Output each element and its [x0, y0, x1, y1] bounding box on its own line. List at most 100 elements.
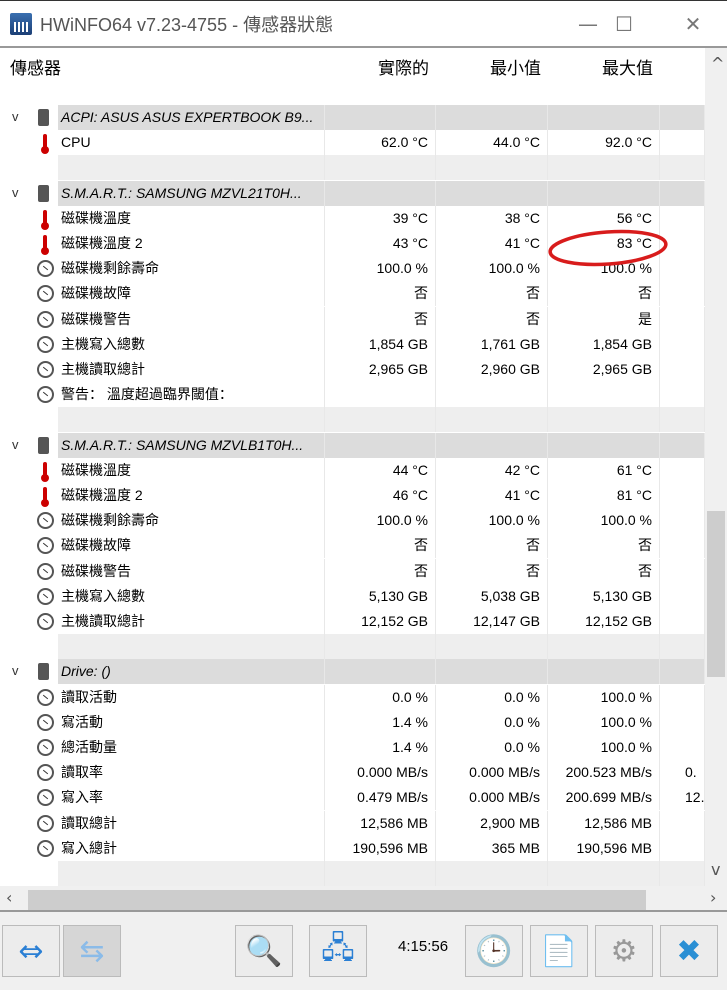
sensor-row[interactable]: 磁碟機故障否否否: [0, 281, 705, 307]
min-value: 否: [436, 281, 548, 307]
max-value: [548, 155, 660, 181]
min-value: 2,960 GB: [436, 357, 548, 382]
min-value: 0.000 MB/s: [436, 785, 548, 811]
sensor-group-row[interactable]: v Drive: (): [0, 659, 705, 685]
gauge-icon: [37, 739, 54, 756]
scroll-down-icon[interactable]: v: [711, 860, 721, 879]
sensor-row[interactable]: 磁碟機溫度 44 °C 42 °C 61 °C: [0, 457, 705, 483]
sensor-label: 磁碟機故障: [58, 533, 325, 559]
max-value: 61 °C: [548, 457, 660, 483]
sensor-row[interactable]: 磁碟機故障否否否: [0, 533, 705, 559]
average-value: [660, 634, 705, 660]
reset-timer-button[interactable]: 🕒: [465, 925, 523, 977]
horizontal-scroll-thumb[interactable]: [28, 890, 646, 910]
network-button[interactable]: 🖧: [309, 925, 367, 977]
sensor-label: 讀取活動: [58, 684, 325, 710]
spacer-row: [0, 861, 705, 886]
average-value: 12.7: [660, 785, 705, 811]
sensor-row[interactable]: 磁碟機溫度 2 46 °C 41 °C 81 °C: [0, 483, 705, 508]
maximize-button[interactable]: ☐: [615, 12, 633, 36]
current-value: 46 °C: [325, 483, 436, 508]
max-value: [548, 659, 660, 685]
gauge-icon: [37, 310, 54, 328]
chevron-down-icon[interactable]: v: [12, 663, 19, 679]
sensor-row[interactable]: 主機讀取總計 2,965 GB 2,960 GB 2,965 GB: [0, 357, 705, 382]
max-value: 92.0 °C: [548, 130, 660, 156]
current-value: [325, 407, 436, 433]
sensor-label: [58, 407, 325, 433]
min-value: [436, 634, 548, 660]
sensor-row[interactable]: 讀取總計 12,586 MB 2,900 MB 12,586 MB: [0, 810, 705, 836]
max-value: 100.0 %: [548, 735, 660, 760]
average-value: [660, 357, 705, 382]
gauge-icon: [37, 839, 54, 857]
column-header-sensor[interactable]: 傳感器: [10, 59, 61, 79]
min-value: 1,761 GB: [436, 331, 548, 357]
expand-columns-button[interactable]: ⇔: [2, 925, 60, 977]
close-button[interactable]: ✕: [684, 12, 702, 36]
spacer-row: [0, 407, 705, 433]
sensor-row[interactable]: 讀取活動 0.0 % 0.0 % 100.0 %: [0, 684, 705, 710]
gauge-icon: [37, 260, 54, 278]
min-value: 42 °C: [436, 457, 548, 483]
sensor-group-row[interactable]: v ACPI: ASUS ASUS EXPERTBOOK B9...: [0, 105, 705, 130]
sensor-row[interactable]: 磁碟機警告否否否: [0, 558, 705, 584]
scroll-right-icon[interactable]: ›: [710, 888, 717, 907]
sensor-row[interactable]: 警告： 溫度超過臨界閾值：: [0, 382, 705, 408]
max-value: 5,130 GB: [548, 583, 660, 609]
vertical-scroll-thumb[interactable]: [707, 511, 725, 677]
chevron-down-icon[interactable]: v: [12, 109, 19, 124]
sensor-row[interactable]: 主機寫入總數 5,130 GB 5,038 GB 5,130 GB: [0, 583, 705, 609]
collapse-columns-button[interactable]: ⇆: [63, 925, 121, 977]
sensor-row[interactable]: 寫活動 1.4 % 0.0 % 100.0 %: [0, 709, 705, 735]
sensor-search-button[interactable]: 🔍: [235, 925, 293, 977]
settings-button[interactable]: ⚙: [595, 925, 653, 977]
max-value: 190,596 MB: [548, 835, 660, 861]
horizontal-scrollbar[interactable]: ‹ ›: [0, 886, 727, 912]
min-value: [436, 180, 548, 206]
average-value: [660, 508, 705, 534]
minimize-button[interactable]: —: [578, 12, 598, 36]
current-value: 2,965 GB: [325, 357, 436, 382]
sensor-row[interactable]: 主機讀取總計 12,152 GB 12,147 GB 12,152 GB: [0, 609, 705, 634]
vertical-scrollbar[interactable]: ^ v: [705, 48, 727, 886]
scroll-left-icon[interactable]: ‹: [6, 888, 13, 907]
scroll-up-icon[interactable]: ^: [711, 54, 725, 73]
sensor-group-row[interactable]: v S.M.A.R.T.: SAMSUNG MZVLB1T0H...: [0, 432, 705, 458]
current-value: 1,854 GB: [325, 331, 436, 357]
sensor-row[interactable]: 主機寫入總數 1,854 GB 1,761 GB 1,854 GB: [0, 331, 705, 357]
sensor-group-row[interactable]: v S.M.A.R.T.: SAMSUNG MZVL21T0H...: [0, 180, 705, 206]
sensor-row[interactable]: 磁碟機溫度 2 43 °C 41 °C 83 °C: [0, 231, 705, 256]
sensor-row[interactable]: 總活動量 1.4 % 0.0 % 100.0 %: [0, 735, 705, 760]
min-value: 0.000 MB/s: [436, 760, 548, 786]
sensor-row[interactable]: 寫入總計 190,596 MB 365 MB 190,596 MB: [0, 835, 705, 861]
sensor-label: 主機寫入總數: [58, 331, 325, 357]
sensor-row[interactable]: 磁碟機剩餘壽命 100.0 % 100.0 % 100.0 %: [0, 256, 705, 282]
sensor-row[interactable]: CPU 62.0 °C 44.0 °C 92.0 °C: [0, 130, 705, 156]
gauge-icon: [37, 764, 54, 782]
max-value: [548, 432, 660, 458]
double-arrow-inward-icon: ⇆: [79, 933, 105, 969]
chip-icon: [38, 109, 49, 126]
close-sensors-button[interactable]: ✖: [660, 925, 718, 977]
sensor-row[interactable]: 磁碟機剩餘壽命 100.0 % 100.0 % 100.0 %: [0, 508, 705, 534]
sensor-row[interactable]: 磁碟機溫度 39 °C 38 °C 56 °C: [0, 205, 705, 231]
sensor-label: Drive: (): [58, 659, 325, 685]
logging-button[interactable]: 📄: [530, 925, 588, 977]
column-header-current[interactable]: 實際的: [378, 59, 429, 79]
chevron-down-icon[interactable]: v: [12, 436, 19, 452]
current-value: 190,596 MB: [325, 835, 436, 861]
sensor-label: 磁碟機警告: [58, 306, 325, 332]
current-value: 12,586 MB: [325, 810, 436, 836]
gauge-icon: [37, 335, 54, 353]
column-header-min[interactable]: 最小值: [490, 59, 541, 79]
window-title: HWiNFO64 v7.23-4755 - 傳感器狀態: [40, 14, 334, 35]
sensor-row[interactable]: 磁碟機警告否否是: [0, 306, 705, 332]
gauge-icon: [37, 587, 54, 605]
gauge-icon: [37, 613, 54, 630]
column-header-max[interactable]: 最大值: [602, 59, 653, 79]
chevron-down-icon[interactable]: v: [12, 184, 19, 200]
max-value: 81 °C: [548, 483, 660, 508]
